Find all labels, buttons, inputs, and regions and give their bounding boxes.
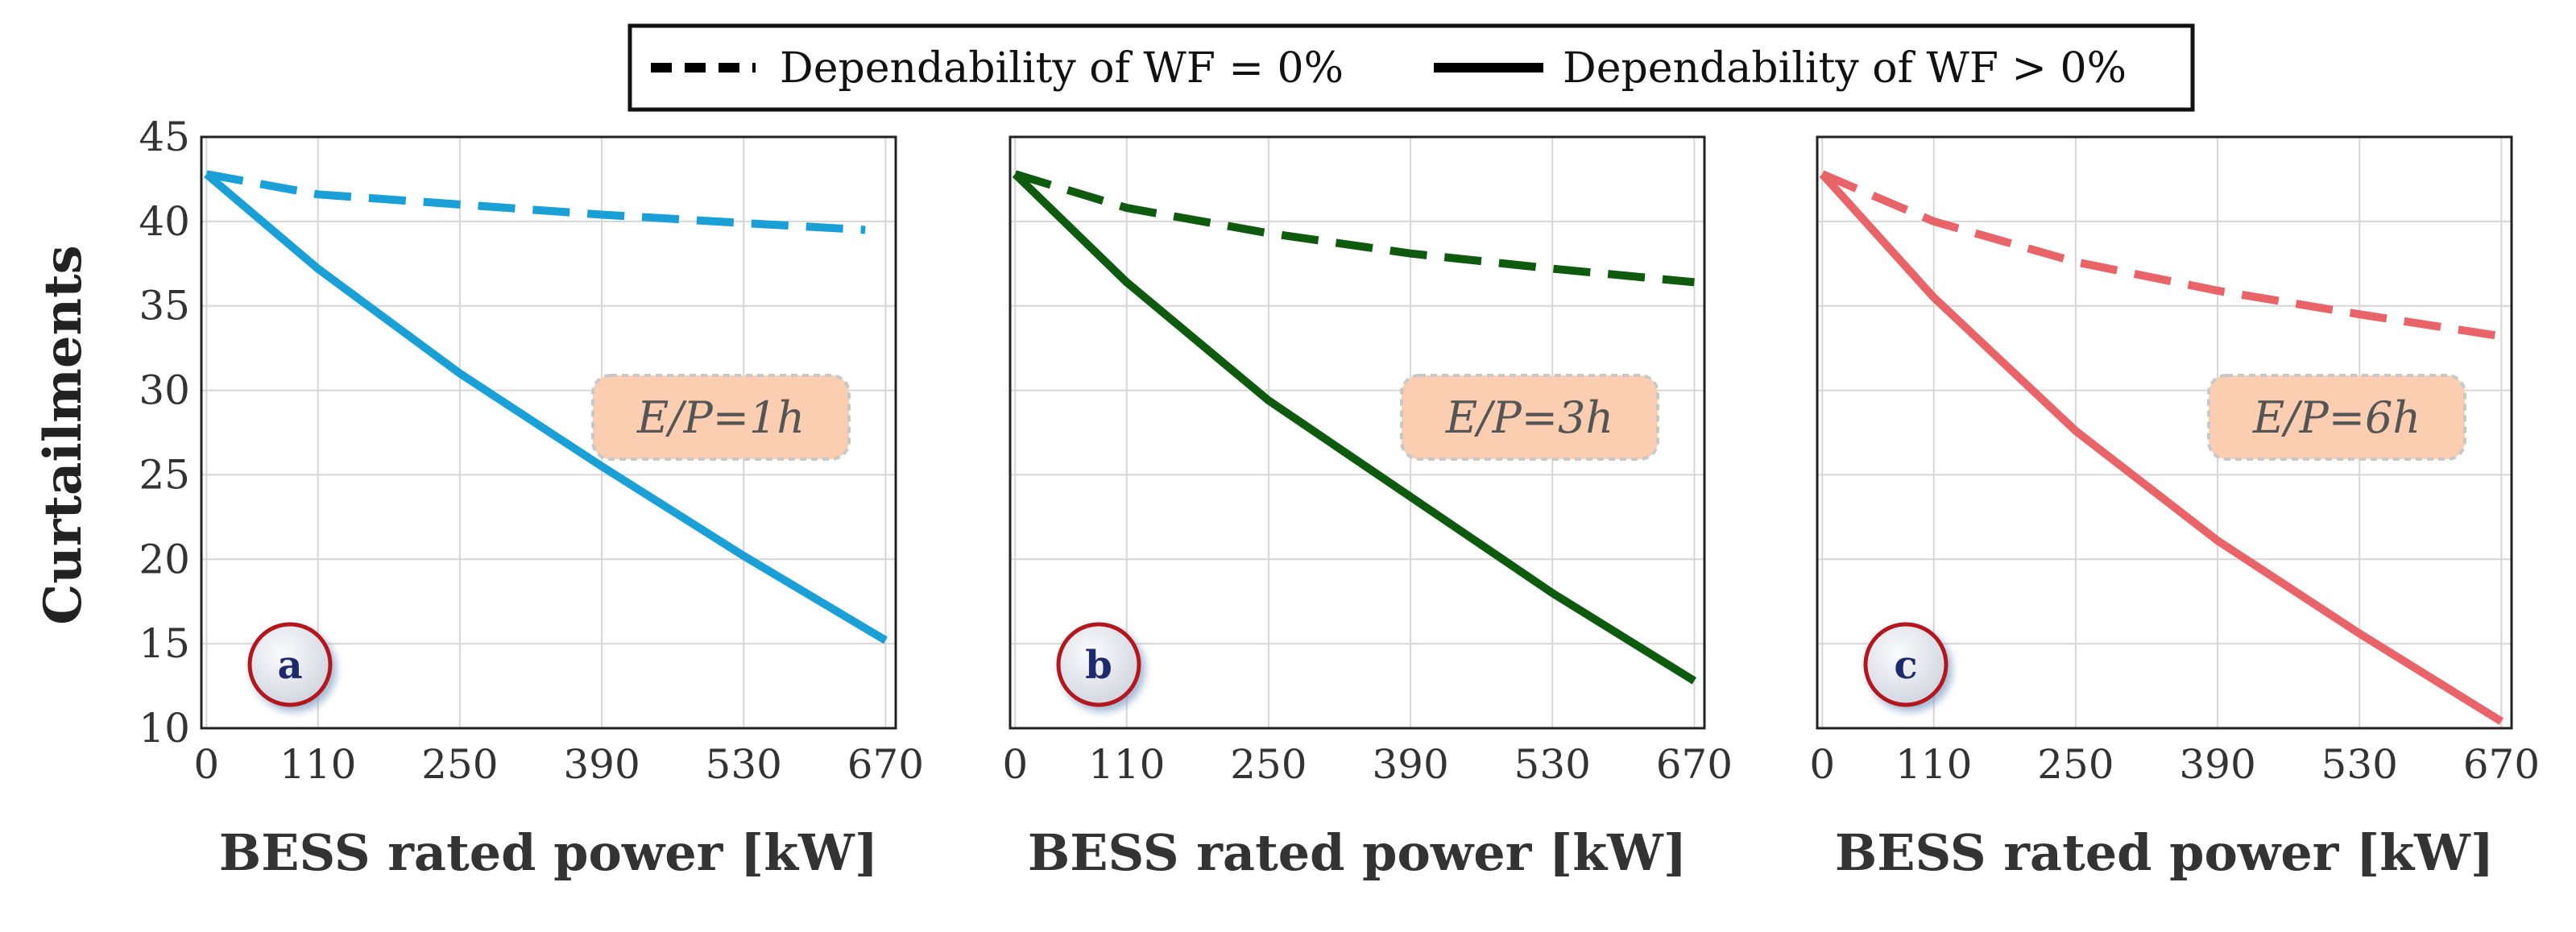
ep-annotation-label: E/P=3h (1445, 392, 1613, 443)
x-tick-label: 110 (280, 741, 356, 788)
y-tick-label: 15 (139, 620, 190, 667)
x-axis-label: BESS rated power [kW] (1835, 823, 2494, 882)
panel-badge-letter: b (1085, 643, 1112, 688)
series-line-dashed (1820, 170, 2503, 341)
panel-a: 10 15 20 25 30 35 40 45 0 110 250 390 530 670 BESS rat… (139, 114, 924, 882)
panel-badge-letter: a (277, 643, 302, 688)
plot-frame (1008, 135, 1706, 730)
x-tick-label: 0 (1002, 741, 1028, 788)
panel-badge (1863, 622, 1949, 707)
x-tick-label: 250 (1230, 741, 1307, 788)
legend: Dependability of WF = 0% Dependability o… (627, 23, 2195, 112)
x-tick-label: 250 (421, 741, 498, 788)
x-tick-label: 110 (1088, 741, 1165, 788)
y-tick-label: 40 (139, 198, 190, 245)
series-line-solid (1819, 171, 2504, 725)
legend-label-solid: Dependability of WF > 0% (1563, 44, 2127, 93)
y-tick-label: 10 (139, 705, 190, 752)
x-tick-label: 110 (1895, 741, 1972, 788)
panel-b: 0 110 250 390 530 670 BESS rated power [kW] E/P… (1002, 135, 1733, 882)
ep-annotation-box (2207, 374, 2466, 461)
ep-annotation-label: E/P=1h (636, 392, 805, 443)
x-tick-label: 670 (1656, 741, 1733, 788)
x-tick-label: 0 (1809, 741, 1835, 788)
x-tick-label: 390 (2179, 741, 2255, 788)
y-tick-label: 35 (139, 283, 190, 329)
panel-badge (247, 622, 333, 707)
ep-annotation-label: E/P=6h (2252, 392, 2421, 443)
series-line-solid (204, 171, 888, 644)
x-tick-label: 250 (2037, 741, 2114, 788)
ep-annotation-box (1400, 374, 1659, 461)
x-tick-label: 530 (706, 741, 782, 788)
ep-annotation-box (591, 374, 851, 461)
panel-badge-letter: c (1894, 643, 1917, 688)
series-line-dashed (205, 170, 866, 234)
x-tick-label: 390 (563, 741, 640, 788)
panels: 10 15 20 25 30 35 40 45 0 110 250 390 530 670 BESS rat… (139, 114, 2540, 882)
legend-label-dashed: Dependability of WF = 0% (780, 44, 1344, 93)
x-tick-label: 0 (193, 741, 219, 788)
legend-box (627, 23, 2195, 112)
panel-badge (1056, 622, 1141, 707)
plot-frame (200, 135, 897, 730)
series-line-dashed (1013, 170, 1695, 287)
x-tick-label: 530 (2321, 741, 2398, 788)
y-tick-label: 45 (139, 114, 190, 160)
panel-c: 0 110 250 390 530 670 BESS rated power [kW] E/P… (1809, 135, 2540, 882)
x-axis-label: BESS rated power [kW] (219, 823, 878, 882)
x-tick-label: 530 (1514, 741, 1591, 788)
y-tick-label: 25 (139, 451, 190, 498)
y-axis-label: Curtailments (33, 245, 93, 624)
series-line-solid (1012, 171, 1697, 685)
y-tick-label: 30 (139, 367, 190, 414)
y-tick-label: 20 (139, 536, 190, 582)
x-axis-label: BESS rated power [kW] (1028, 823, 1687, 882)
x-tick-label: 670 (2463, 741, 2540, 788)
x-tick-label: 670 (847, 741, 924, 788)
x-tick-label: 390 (1372, 741, 1448, 788)
plot-frame (1816, 135, 2513, 730)
